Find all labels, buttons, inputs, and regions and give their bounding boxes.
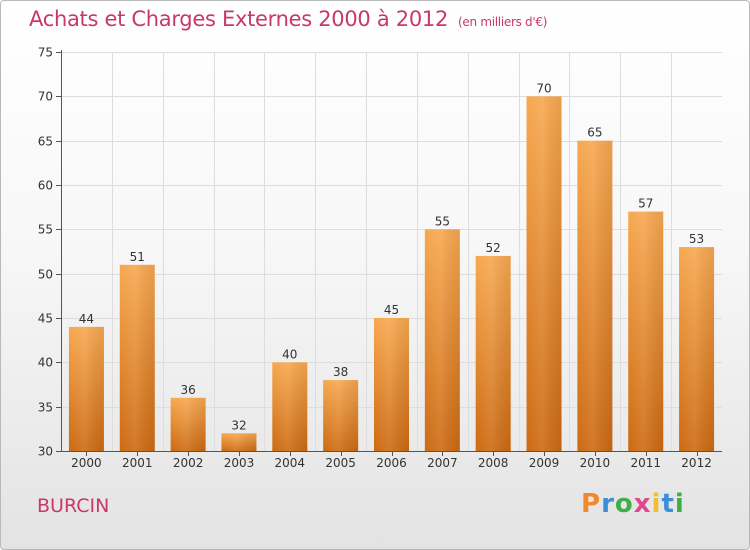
y-tick-label: 70 — [38, 90, 53, 104]
axes: 30 35 40 45 50 55 60 65 70 75 — [38, 46, 722, 459]
chart-subtitle: (en milliers d'€) — [458, 15, 548, 29]
logo-letter: t — [661, 489, 675, 519]
x-tick-label: 2011 — [630, 456, 661, 470]
x-tick-label: 2001 — [122, 456, 153, 470]
y-tick-label: 60 — [38, 179, 53, 193]
data-label: 32 — [231, 418, 246, 432]
data-label: 45 — [384, 303, 399, 317]
y-tick-label: 40 — [38, 356, 53, 370]
logo-letter: r — [601, 489, 615, 519]
y-tick-label: 50 — [38, 268, 53, 282]
data-label: 51 — [130, 250, 145, 264]
bar-shine — [221, 433, 257, 451]
chart-title-text: Achats et Charges Externes 2000 à 2012 — [29, 7, 449, 31]
bar-shine — [475, 255, 511, 451]
bar-shine — [272, 362, 308, 451]
proxiti-logo: Proxiti — [581, 489, 685, 519]
x-tick-label: 2010 — [580, 456, 611, 470]
logo-letter: x — [633, 489, 652, 519]
logo-letter: P — [581, 489, 602, 519]
logo-letter: i — [674, 489, 685, 519]
x-tick-label: 2000 — [71, 456, 102, 470]
y-tick-label: 45 — [38, 312, 53, 326]
data-label: 55 — [435, 214, 450, 228]
labels: 44 2000 51 2001 36 2002 32 2003 40 2004 38 2005 45 20… — [71, 81, 712, 470]
x-tick-label: 2003 — [224, 456, 255, 470]
logo-letter: o — [614, 489, 634, 519]
x-tick-label: 2009 — [529, 456, 560, 470]
data-label: 57 — [638, 197, 653, 211]
bar-shine — [526, 96, 562, 451]
x-tick-label: 2005 — [325, 456, 356, 470]
chart-title: Achats et Charges Externes 2000 à 2012 (e… — [29, 7, 547, 31]
bar-shine — [119, 264, 155, 451]
commune-name: BURCIN — [37, 495, 110, 517]
x-tick-label: 2004 — [275, 456, 306, 470]
data-label: 40 — [282, 347, 297, 361]
data-label: 53 — [689, 232, 704, 246]
data-label: 36 — [180, 383, 195, 397]
data-label: 65 — [587, 126, 602, 140]
y-tick-label: 75 — [38, 46, 53, 60]
data-label: 44 — [79, 312, 94, 326]
data-label: 38 — [333, 365, 348, 379]
bar-shine — [577, 140, 613, 451]
x-tick-label: 2007 — [427, 456, 458, 470]
x-tick-label: 2002 — [173, 456, 204, 470]
bar-shine — [679, 247, 715, 451]
bar-shine — [68, 326, 104, 451]
bar-shine — [628, 211, 664, 451]
bar-shine — [170, 397, 206, 451]
data-label: 70 — [536, 81, 551, 95]
x-tick-label: 2006 — [376, 456, 407, 470]
y-tick-label: 30 — [38, 445, 53, 459]
y-tick-label: 55 — [38, 223, 53, 237]
bar-shine — [323, 380, 359, 451]
bar-shine — [424, 229, 460, 451]
bars — [68, 96, 715, 451]
x-tick-label: 2008 — [478, 456, 509, 470]
y-tick-label: 35 — [38, 401, 53, 415]
bar-shine — [374, 318, 409, 451]
data-label: 52 — [486, 241, 501, 255]
y-tick-label: 65 — [38, 135, 53, 149]
logo-letter: i — [651, 489, 662, 519]
x-tick-label: 2012 — [681, 456, 712, 470]
